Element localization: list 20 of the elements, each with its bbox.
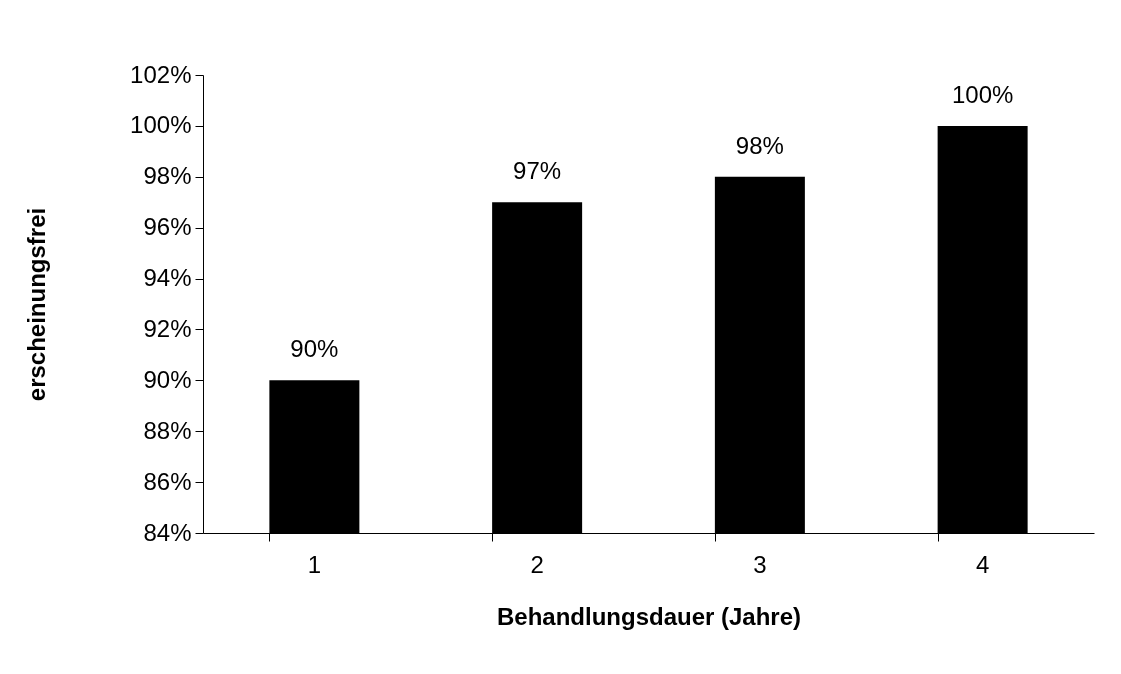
x-tick-label: 3 <box>753 550 767 578</box>
x-tick-label: 2 <box>530 550 544 578</box>
data-label: 98% <box>735 131 784 159</box>
y-tick-label: 84% <box>143 518 192 546</box>
data-label: 90% <box>290 335 339 363</box>
x-tick-label: 4 <box>975 550 990 578</box>
y-tick-label: 90% <box>143 365 192 393</box>
data-label: 100% <box>951 80 1014 108</box>
x-tick-label: 1 <box>307 550 322 578</box>
y-tick-label: 98% <box>143 162 192 190</box>
y-tick-label: 88% <box>143 416 192 444</box>
y-axis-title: erscheinungsfrei <box>23 207 51 402</box>
y-tick-label: 102% <box>130 60 192 88</box>
y-tick-label: 86% <box>143 467 192 495</box>
y-tick-label: 96% <box>143 213 192 241</box>
x-axis-title: Behandlungsdauer (Jahre) <box>496 602 802 630</box>
y-tick-label: 100% <box>130 111 192 139</box>
data-label: 97% <box>513 157 562 185</box>
y-tick-label: 92% <box>143 314 192 342</box>
y-tick-label: 94% <box>143 264 192 292</box>
